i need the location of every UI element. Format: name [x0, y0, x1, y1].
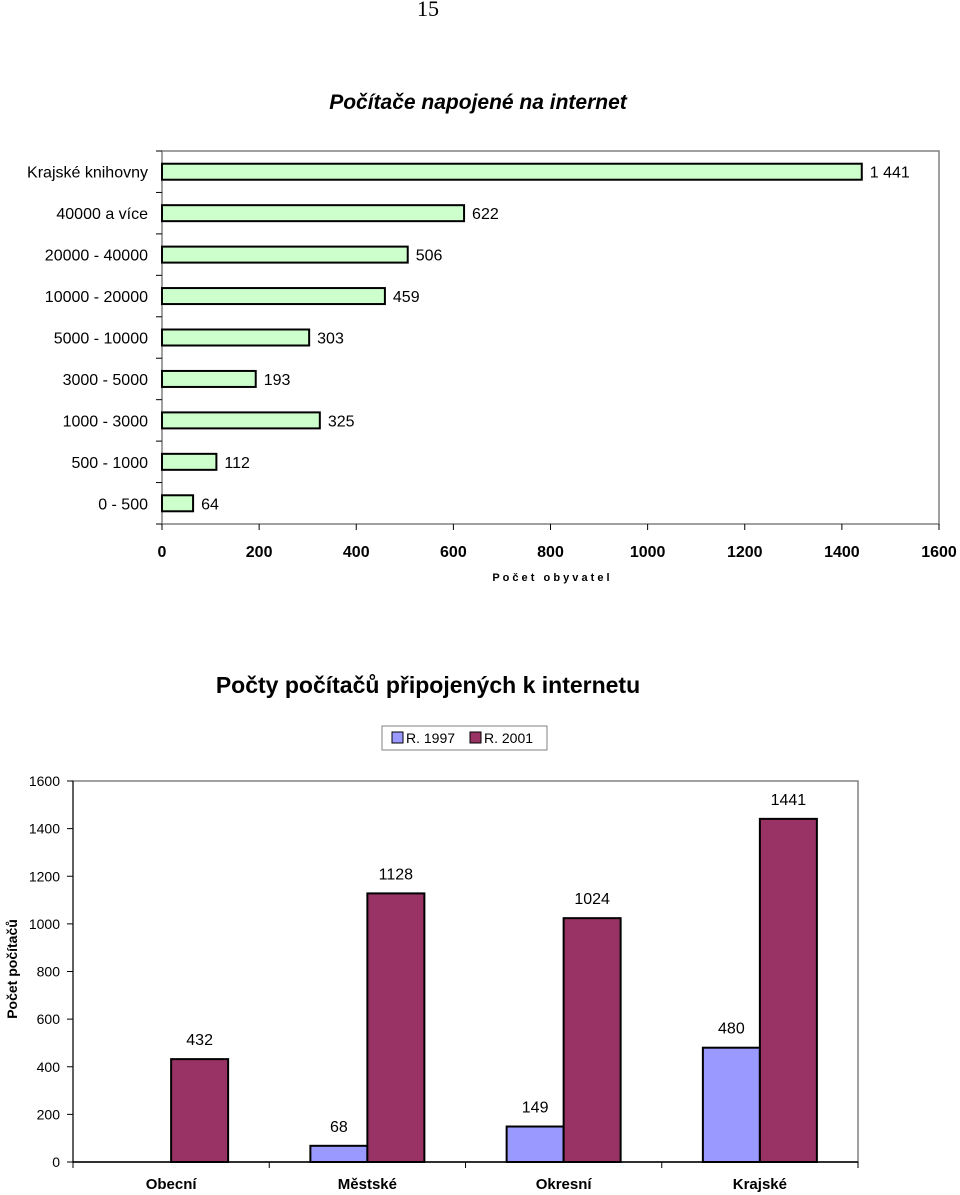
bar	[161, 494, 195, 513]
data-label: 68	[330, 1119, 348, 1136]
category-label: Okresní	[536, 1176, 593, 1193]
chart-title: Počty počítačů připojených k internetu	[216, 672, 640, 698]
bar	[161, 287, 386, 306]
bar-2001	[366, 892, 426, 1164]
horizontal-bar-chart: Počítače napojené na internet Krajské kni…	[27, 91, 957, 584]
data-label: 112	[224, 455, 250, 472]
category-label: 5000 - 10000	[54, 331, 148, 348]
x-tick-label: 1200	[727, 544, 763, 561]
bar	[161, 411, 321, 430]
category-label: 1000 - 3000	[63, 413, 149, 430]
data-label: 459	[393, 289, 420, 306]
y-tick-label: 800	[37, 964, 61, 980]
data-label: 480	[718, 1021, 745, 1038]
data-label: 506	[416, 248, 443, 265]
y-tick-label: 1000	[29, 916, 60, 932]
y-tick-label: 200	[37, 1106, 61, 1122]
bar	[161, 162, 863, 181]
data-label: 149	[522, 1100, 549, 1117]
category-label: Obecní	[146, 1176, 198, 1193]
category-label: 10000 - 20000	[45, 289, 148, 306]
x-axis-title: P o č e t o b y v a t e l	[492, 572, 609, 584]
y-tick-label: 400	[37, 1059, 61, 1075]
bar-1997	[505, 1125, 565, 1164]
category-label: 500 - 1000	[71, 455, 148, 472]
category-label: 40000 a více	[56, 206, 148, 223]
bar	[161, 369, 257, 388]
bar-1997	[309, 1144, 369, 1163]
x-tick-label: 400	[343, 544, 370, 561]
bar	[161, 328, 311, 347]
y-tick-label: 0	[52, 1154, 60, 1170]
x-tick-label: 600	[440, 544, 467, 561]
y-tick-label: 1600	[29, 773, 60, 789]
bar	[161, 245, 409, 264]
data-label: 622	[472, 206, 499, 223]
x-tick-label: 0	[158, 544, 167, 561]
x-tick-label: 1400	[824, 544, 860, 561]
data-label: 1128	[379, 866, 414, 883]
legend-swatch	[391, 731, 404, 744]
x-tick-label: 1000	[630, 544, 666, 561]
x-tick-label: 1600	[921, 544, 957, 561]
legend-label: R. 2001	[484, 730, 533, 746]
category-label: 20000 - 40000	[45, 248, 148, 265]
x-tick-label: 200	[246, 544, 273, 561]
y-axis-title: Počet počítačů	[4, 919, 20, 1019]
category-label: 0 - 500	[98, 496, 148, 513]
data-label: 303	[317, 331, 344, 348]
y-tick-label: 1400	[29, 821, 60, 837]
y-tick-label: 1200	[29, 868, 60, 884]
bar	[161, 204, 466, 223]
bar-2001	[562, 917, 622, 1163]
data-label: 432	[186, 1032, 213, 1049]
bar	[161, 452, 218, 471]
data-label: 1 441	[870, 165, 910, 182]
bar-1997	[701, 1046, 761, 1163]
data-label: 1441	[771, 792, 807, 809]
bar-2001	[758, 817, 818, 1163]
page-number: 15	[417, 0, 439, 21]
data-label: 325	[328, 413, 355, 430]
x-tick-label: 800	[537, 544, 564, 561]
data-label: 1024	[574, 891, 610, 908]
legend-label: R. 1997	[406, 730, 455, 746]
category-label: 3000 - 5000	[63, 372, 149, 389]
category-label: Krajské	[733, 1176, 787, 1193]
category-label: Městské	[338, 1176, 397, 1193]
legend-swatch	[469, 731, 482, 744]
legend-box	[381, 725, 548, 751]
chart-title: Počítače napojené na internet	[329, 91, 628, 114]
bar-2001	[170, 1058, 230, 1164]
legend: R. 1997 R. 2001	[381, 725, 548, 751]
category-label: Krajské knihovny	[27, 165, 148, 182]
data-label: 193	[264, 372, 291, 389]
y-tick-label: 600	[37, 1011, 61, 1027]
data-label: 64	[201, 496, 219, 513]
